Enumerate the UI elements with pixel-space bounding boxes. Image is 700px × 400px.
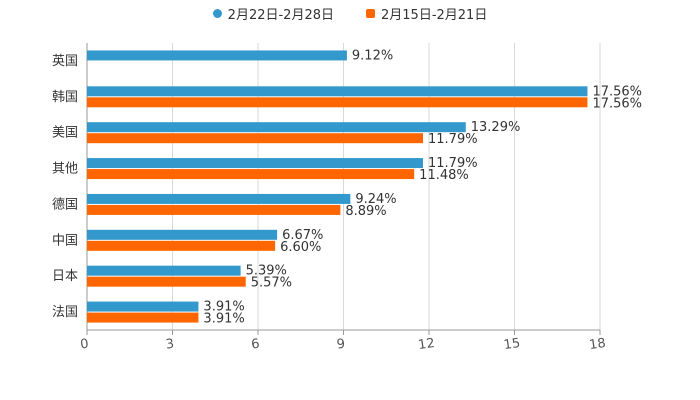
x-tick-label: 0 (79, 337, 89, 353)
data-label-series-1: 3.91% (203, 300, 244, 315)
x-tick-label: 9 (336, 337, 346, 353)
legend-marker-series-1 (212, 9, 222, 18)
data-label-series-1: 9.24% (355, 192, 396, 207)
data-label-series-1: 13.29% (471, 120, 521, 135)
data-label-series-1: 6.67% (282, 228, 323, 243)
bar-series-1 (87, 86, 588, 97)
bar-series-2 (87, 276, 246, 287)
legend-label-series-1: 2月22日-2月28日 (227, 8, 334, 23)
bar-series-2 (87, 204, 341, 215)
bar-series-2 (87, 169, 415, 180)
data-label-series-2: 5.57% (251, 276, 292, 291)
x-tick-label: 12 (417, 336, 435, 353)
bar-series-2 (87, 133, 424, 144)
data-label-series-1: 5.39% (246, 264, 287, 279)
bar-series-1 (87, 122, 466, 133)
data-label-series-1: 9.12% (352, 48, 393, 63)
legend: 2月22日-2月28日 2月15日-2月21日 (0, 4, 700, 23)
bar-series-1 (87, 301, 199, 312)
x-tick-label: 6 (250, 337, 260, 353)
y-category-label: 法国 (52, 305, 78, 320)
y-category-label: 英国 (52, 54, 78, 69)
bar-series-2 (87, 240, 276, 251)
x-tick-label: 15 (503, 336, 521, 353)
legend-item-series-2[interactable]: 2月15日-2月21日 (366, 4, 487, 23)
y-category-label: 其他 (52, 162, 78, 177)
legend-marker-series-2 (366, 9, 375, 18)
data-label-series-2: 6.60% (280, 240, 321, 255)
data-label-series-2: 11.48% (419, 168, 469, 183)
x-tick-label: 18 (588, 336, 606, 353)
bar-series-2 (87, 312, 199, 323)
y-category-label: 中国 (52, 233, 78, 248)
bar-series-2 (87, 97, 588, 108)
x-tick-label: 3 (165, 337, 175, 353)
y-category-label: 德国 (52, 197, 78, 212)
y-category-label: 日本 (52, 269, 78, 284)
legend-label-series-2: 2月15日-2月21日 (381, 8, 488, 23)
bar-series-1 (87, 158, 424, 169)
data-label-series-2: 11.79% (428, 132, 478, 147)
bar-series-1 (87, 193, 351, 204)
data-label-series-1: 11.79% (428, 156, 478, 171)
y-category-label: 美国 (52, 126, 78, 141)
data-label-series-2: 17.56% (592, 96, 642, 111)
data-label-series-2: 8.89% (345, 204, 386, 219)
data-label-series-1: 17.56% (592, 84, 642, 99)
y-category-label: 韩国 (52, 90, 78, 105)
legend-item-series-1[interactable]: 2月22日-2月28日 (212, 4, 334, 23)
bar-series-1 (87, 265, 241, 276)
bar-series-1 (87, 50, 347, 61)
bar-series-1 (87, 229, 278, 240)
data-label-series-2: 3.91% (203, 312, 244, 327)
